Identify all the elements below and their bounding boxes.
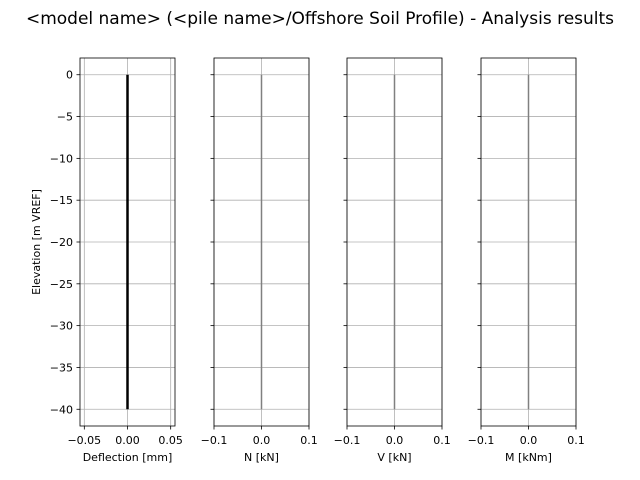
x-tick-label: −0.05 [67, 434, 101, 447]
y-axis-label: Elevation [m VREF] [30, 189, 43, 295]
x-axis-label: N [kN] [244, 451, 279, 464]
x-tick-label: 0.0 [520, 434, 538, 447]
panel-2: −0.1 0.0 0.1 N [kN] [201, 57, 318, 464]
panel-1: 0 −5 −10 −15 −20 −25 −30 −35 −40 −0.05 0.00 0.05 Def… [50, 57, 183, 464]
x-axis-label: Deflection [mm] [83, 451, 173, 464]
x-tick-label: 0.00 [115, 434, 140, 447]
y-tick-label: −15 [50, 194, 73, 207]
y-tick-label: −5 [57, 111, 73, 124]
y-tick-label: 0 [66, 69, 73, 82]
x-tick-label: 0.1 [300, 434, 318, 447]
panels-group: 0 −5 −10 −15 −20 −25 −30 −35 −40 −0.05 0.00 0.05 Def… [50, 57, 585, 464]
y-tick-label: −10 [50, 152, 73, 165]
x-tick-label: 0.0 [386, 434, 404, 447]
y-tick-label: −35 [50, 361, 73, 374]
x-axis-label: V [kN] [377, 451, 411, 464]
y-tick-label: −30 [50, 320, 73, 333]
panel-3: −0.1 0.0 0.1 V [kN] [334, 57, 451, 464]
x-tick-label: 0.0 [253, 434, 271, 447]
figure-title: <model name> (<pile name>/Offshore Soil … [26, 9, 614, 29]
y-tick-label: −40 [50, 403, 73, 416]
x-tick-label: −0.1 [468, 434, 495, 447]
x-axis-label: M [kNm] [505, 451, 552, 464]
y-tick-label: −25 [50, 278, 73, 291]
x-tick-label: −0.1 [201, 434, 228, 447]
x-tick-label: 0.1 [433, 434, 451, 447]
x-tick-label: 0.1 [567, 434, 585, 447]
panel-4: −0.1 0.0 0.1 M [kNm] [468, 57, 585, 464]
y-tick-label: −20 [50, 236, 73, 249]
x-tick-label: −0.1 [334, 434, 361, 447]
x-tick-label: 0.05 [158, 434, 183, 447]
